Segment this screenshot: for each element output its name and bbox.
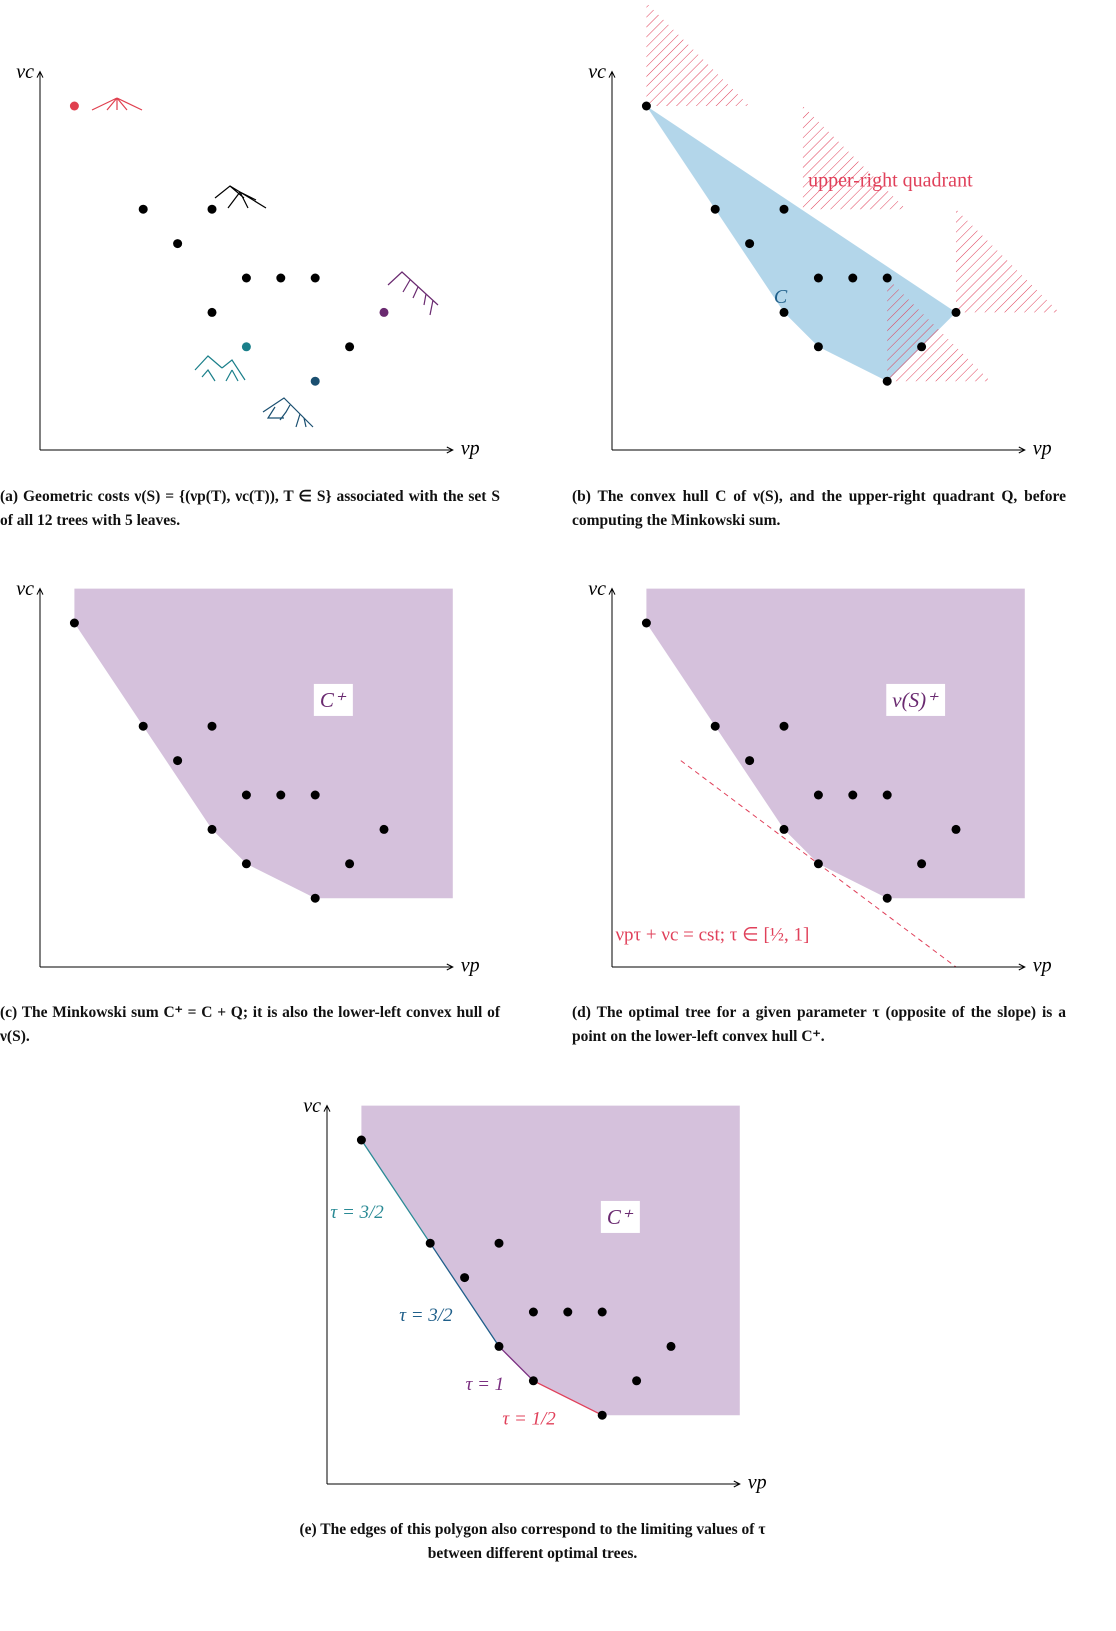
- point: [814, 859, 823, 868]
- caption: (a) Geometric costs ν(S) = {(νp(T), νc(T…: [0, 485, 500, 533]
- point: [529, 1376, 538, 1385]
- point: [357, 1136, 366, 1145]
- minkowski-region: [361, 1106, 739, 1416]
- point: [642, 102, 651, 111]
- region-label: C⁺: [607, 1205, 634, 1229]
- point: [380, 308, 389, 317]
- point: [345, 859, 354, 868]
- point: [780, 205, 789, 214]
- point: [495, 1342, 504, 1351]
- point: [173, 239, 182, 248]
- caption: (c) The Minkowski sum C⁺ = C + Q; it is …: [0, 1001, 500, 1049]
- point: [208, 825, 217, 834]
- minkowski-region: [646, 589, 1024, 899]
- point: [242, 859, 251, 868]
- region-label: C⁺: [320, 688, 347, 712]
- caption: (b) The convex hull C of ν(S), and the u…: [572, 485, 1066, 533]
- y-axis-label: νc: [303, 1095, 321, 1117]
- point: [667, 1342, 676, 1351]
- point: [952, 308, 961, 317]
- point: [242, 274, 251, 283]
- panel: C⁺ νp νc: [16, 578, 479, 976]
- quadrant-hatch: [646, 3, 749, 106]
- point: [208, 205, 217, 214]
- edge-label: τ = 1: [466, 1374, 505, 1395]
- point: [495, 1239, 504, 1248]
- slope-label: νpτ + νc = cst; τ ∈ [½, 1]: [615, 924, 809, 945]
- point: [814, 791, 823, 800]
- panel: νp νc: [16, 61, 479, 459]
- point: [917, 859, 926, 868]
- point: [380, 825, 389, 834]
- caption: (d) The optimal tree for a given paramet…: [572, 1001, 1066, 1049]
- edge-label: τ = 3/2: [399, 1305, 453, 1326]
- point: [242, 342, 251, 351]
- panel: upper-right quadrant Cνp νc: [588, 3, 1059, 460]
- point: [70, 102, 79, 111]
- point: [208, 308, 217, 317]
- point: [242, 791, 251, 800]
- point: [70, 619, 79, 628]
- point: [780, 825, 789, 834]
- figure: νpνcupper-right quadrantCνpνcC⁺νpνcν(S)⁺…: [0, 0, 1116, 1631]
- point: [780, 722, 789, 731]
- edge-label: τ = 1/2: [502, 1408, 556, 1429]
- point: [598, 1308, 607, 1317]
- x-axis-label: νp: [748, 1472, 767, 1494]
- point: [208, 722, 217, 731]
- x-axis-label: νp: [461, 438, 480, 460]
- point: [848, 791, 857, 800]
- point: [642, 619, 651, 628]
- quadrant-hatch: [956, 209, 1059, 312]
- point: [139, 722, 148, 731]
- x-axis-label: νp: [1033, 955, 1052, 977]
- point: [745, 239, 754, 248]
- point: [311, 894, 320, 903]
- point: [883, 377, 892, 386]
- point: [311, 377, 320, 386]
- hull-label: C: [774, 286, 788, 308]
- point: [311, 274, 320, 283]
- x-axis-label: νp: [461, 955, 480, 977]
- y-axis-label: νc: [16, 578, 34, 600]
- x-axis-label: νp: [1033, 438, 1052, 460]
- point: [460, 1273, 469, 1282]
- tree-glyphs: [92, 98, 438, 427]
- y-axis-label: νc: [16, 61, 34, 83]
- point: [848, 274, 857, 283]
- point: [814, 342, 823, 351]
- point: [780, 308, 789, 317]
- point: [529, 1308, 538, 1317]
- minkowski-region: [74, 589, 452, 899]
- region-label: ν(S)⁺: [892, 688, 939, 712]
- point: [814, 274, 823, 283]
- quadrant-hatch: [803, 106, 906, 209]
- point: [276, 791, 285, 800]
- panel: ν(S)⁺ νpτ + νc = cst; τ ∈ [½, 1] νp νc: [588, 578, 1051, 976]
- point: [883, 274, 892, 283]
- y-axis-label: νc: [588, 61, 606, 83]
- quadrant-label: upper-right quadrant: [808, 169, 973, 191]
- point: [711, 722, 720, 731]
- point: [563, 1308, 572, 1317]
- caption: (e) The edges of this polygon also corre…: [285, 1518, 780, 1566]
- y-axis-label: νc: [588, 578, 606, 600]
- point: [632, 1376, 641, 1385]
- point: [139, 205, 148, 214]
- point: [345, 342, 354, 351]
- point: [598, 1411, 607, 1420]
- point: [311, 791, 320, 800]
- point: [883, 894, 892, 903]
- point: [276, 274, 285, 283]
- point: [711, 205, 720, 214]
- point: [917, 342, 926, 351]
- point: [173, 756, 182, 765]
- point: [426, 1239, 435, 1248]
- edge-label: τ = 3/2: [330, 1202, 384, 1223]
- panel: C⁺ τ = 3/2 τ = 3/2 τ = 1 τ = 1/2 νp νc: [303, 1095, 766, 1493]
- figure-drawing: νpνcupper-right quadrantCνpνcC⁺νpνcν(S)⁺…: [0, 0, 1116, 1631]
- point: [745, 756, 754, 765]
- point: [952, 825, 961, 834]
- point: [883, 791, 892, 800]
